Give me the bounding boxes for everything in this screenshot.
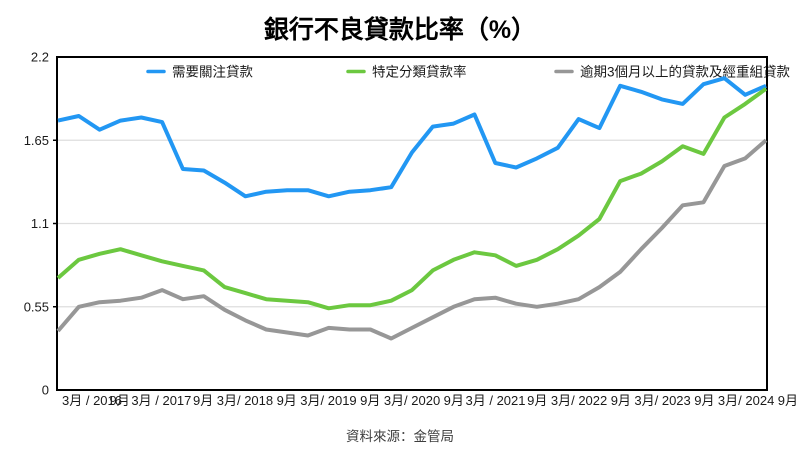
x-axis-label: 3月 / 2017 xyxy=(131,393,191,408)
source-note: 資料來源：金管局 xyxy=(346,429,454,444)
y-axis: 0 0.55 1.1 1.65 2.2 xyxy=(24,50,57,398)
y-axis-label: 1.65 xyxy=(24,133,49,148)
line-special-mention-loans xyxy=(57,76,767,199)
y-axis-label: 0 xyxy=(42,383,49,398)
y-axis-label: 1.1 xyxy=(31,216,49,231)
x-axis-label: 3月/ 2024 xyxy=(718,393,774,408)
line-overdue-rescheduled-loans xyxy=(56,138,768,341)
x-axis-label: 9月 xyxy=(193,393,213,408)
legend-label: 需要關注貸款 xyxy=(172,65,253,80)
x-axis-label: 9月 xyxy=(694,393,714,408)
legend-item: 需要關注貸款 xyxy=(146,65,253,80)
x-axis-label: 3月/ 2022 xyxy=(551,393,607,408)
x-axis-label: 9月 xyxy=(277,393,297,408)
x-axis-label: 9月 xyxy=(360,393,380,408)
legend: 需要關注貸款 特定分類貸款率 逾期3個月以上的貸款及經重組貸款 xyxy=(146,64,791,80)
chart-title: 銀行不良貸款比率（%） xyxy=(264,15,536,44)
x-axis-label: 3月/ 2018 xyxy=(217,393,273,408)
x-axis-label: 9月 xyxy=(444,393,464,408)
y-axis-label: 0.55 xyxy=(24,299,49,314)
legend-item: 特定分類貸款率 xyxy=(346,64,467,80)
legend-label: 特定分類貸款率 xyxy=(372,64,467,80)
x-axis-label: 3月 / 2021 xyxy=(466,393,526,408)
x-axis-label: 3月/ 2019 xyxy=(300,393,356,408)
x-axis-label: 3月 / 2016 xyxy=(62,393,122,408)
legend-label: 逾期3個月以上的貸款及經重組貸款 xyxy=(580,65,791,80)
y-axis-label: 2.2 xyxy=(31,50,49,65)
gridlines xyxy=(57,139,767,308)
x-axis-label: 3月/ 2023 xyxy=(634,393,690,408)
series-lines xyxy=(56,76,768,341)
x-axis-label: 9月 xyxy=(527,393,547,408)
line-classified-loans xyxy=(56,87,768,311)
x-axis-label: 3月/ 2020 xyxy=(384,393,440,408)
x-axis-label: 9月 xyxy=(778,393,798,408)
x-axis-label: 9月 xyxy=(110,393,130,408)
legend-item: 逾期3個月以上的貸款及經重組貸款 xyxy=(554,65,791,80)
x-axis-label: 9月 xyxy=(611,393,631,408)
